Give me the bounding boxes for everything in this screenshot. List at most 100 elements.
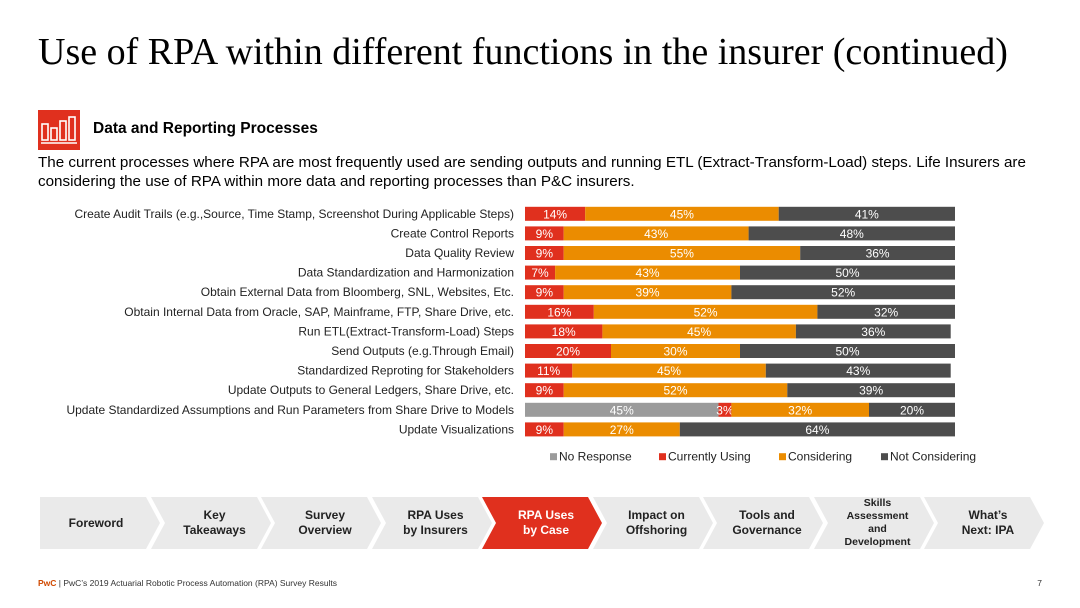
data-label: 3%: [716, 403, 734, 417]
data-label: 43%: [846, 364, 870, 378]
data-label: 20%: [556, 345, 580, 359]
bar-segment: [817, 304, 955, 319]
data-label: 32%: [788, 403, 812, 417]
bar-segment: [778, 206, 955, 221]
bar-segment: [572, 363, 766, 378]
data-label: 32%: [874, 305, 898, 319]
nav-skills-assessment-and-development[interactable]: Skills Assessment and Development: [813, 497, 934, 549]
chevron-shape: [482, 497, 602, 549]
chevron-shape: [924, 497, 1044, 549]
category-label: Create Audit Trails (e.g.,Source, Time S…: [74, 207, 514, 221]
page-number: 7: [1037, 578, 1042, 588]
footer: PwC | PwC’s 2019 Actuarial Robotic Proce…: [38, 578, 337, 588]
nav-tools-and-governance[interactable]: Tools and Governance: [703, 497, 823, 549]
category-label: Create Control Reports: [391, 226, 514, 240]
category-label: Run ETL(Extract-Transform-Load) Steps: [298, 324, 514, 338]
bar-chart-icon: [38, 110, 80, 150]
data-label: 16%: [547, 305, 571, 319]
data-label: 9%: [536, 423, 554, 437]
bar-segment: [611, 344, 740, 358]
data-label: 41%: [855, 207, 879, 221]
bar-segment: [731, 402, 869, 417]
bar-segment: [525, 246, 564, 260]
data-label: 14%: [543, 207, 567, 221]
bar-segment: [525, 285, 564, 300]
data-label: 50%: [835, 266, 859, 280]
bar-segment: [525, 402, 719, 417]
bar-segment: [731, 285, 955, 300]
data-label: 52%: [663, 384, 687, 398]
data-label: 30%: [663, 345, 687, 359]
page-title: Use of RPA within different functions in…: [38, 31, 1008, 73]
data-label: 45%: [610, 403, 634, 417]
bar-segment: [679, 422, 955, 437]
category-label: Data Quality Review: [405, 246, 514, 260]
bar-segment: [795, 324, 951, 339]
data-label: 52%: [694, 305, 718, 319]
data-label: 7%: [531, 266, 549, 280]
category-label: Standardized Reproting for Stakeholders: [297, 364, 514, 378]
section-navigation: Foreword Key Takeaways Survey Overview RPA …: [40, 497, 1044, 549]
data-label: 36%: [861, 325, 885, 339]
bar-segment: [525, 206, 586, 221]
bar-segment: [525, 344, 611, 358]
bar-segment: [869, 402, 955, 417]
data-label: 39%: [636, 286, 660, 300]
bar-segment: [585, 206, 779, 221]
data-label: 45%: [670, 207, 694, 221]
nav-label: Foreword: [68, 515, 124, 530]
data-label: 18%: [552, 325, 576, 339]
nav-what-s-next-ipa[interactable]: What’s Next: IPA: [924, 497, 1044, 549]
data-label: 43%: [636, 266, 660, 280]
nav-key-takeaways[interactable]: Key Takeaways: [150, 497, 271, 549]
bar-segment: [718, 402, 732, 417]
legend-swatch: [779, 453, 786, 461]
data-label: 45%: [687, 325, 711, 339]
chevron-shape: [592, 497, 713, 549]
data-label: 48%: [840, 227, 864, 241]
chevron-shape: [371, 497, 492, 549]
data-label: 50%: [835, 345, 859, 359]
bar-segment: [800, 246, 955, 260]
legend-label: Not Considering: [890, 450, 976, 464]
nav-rpa-uses-by-case[interactable]: RPA Uses by Case: [482, 497, 602, 549]
legend-label: Considering: [788, 450, 852, 464]
chevron-shape: [261, 497, 381, 549]
data-label: 11%: [537, 364, 560, 378]
bar-segment: [593, 304, 818, 319]
bar-segment: [787, 383, 955, 398]
bar-segment: [740, 344, 955, 358]
bar-segment: [602, 324, 796, 339]
nav-label: RPA Uses by Case: [517, 508, 575, 537]
chevron-shape: [813, 497, 934, 549]
bar-segment: [525, 383, 564, 398]
bar-segment: [563, 246, 801, 260]
nav-label: Survey Overview: [298, 508, 352, 537]
bar-segment: [525, 422, 564, 437]
data-label: 20%: [900, 403, 924, 417]
data-label: 36%: [866, 247, 890, 261]
legend-label: Currently Using: [668, 450, 751, 464]
footer-text: | PwC’s 2019 Actuarial Robotic Process A…: [56, 578, 338, 588]
legend-swatch: [659, 453, 666, 461]
chevron-shape: [703, 497, 823, 549]
nav-rpa-uses-by-insurers[interactable]: RPA Uses by Insurers: [371, 497, 492, 549]
bar-segment: [563, 422, 680, 437]
data-label: 9%: [536, 247, 554, 261]
bar-segment: [555, 265, 740, 280]
bar-segment: [525, 226, 564, 241]
nav-impact-on-offshoring[interactable]: Impact on Offshoring: [592, 497, 713, 549]
legend-swatch: [881, 453, 888, 461]
nav-label: RPA Uses by Insurers: [403, 508, 468, 537]
data-label: 55%: [670, 247, 694, 261]
data-label: 52%: [831, 286, 855, 300]
nav-foreword[interactable]: Foreword: [40, 497, 160, 549]
category-label: Data Standardization and Harmonization: [298, 266, 514, 280]
category-label: Update Outputs to General Ledgers, Share…: [228, 383, 514, 397]
bar-segment: [748, 226, 955, 241]
nav-label: What’s Next: IPA: [961, 508, 1015, 537]
bar-segment: [563, 383, 788, 398]
bar-segment: [525, 304, 594, 319]
footer-brand: PwC: [38, 578, 57, 588]
nav-survey-overview[interactable]: Survey Overview: [261, 497, 381, 549]
